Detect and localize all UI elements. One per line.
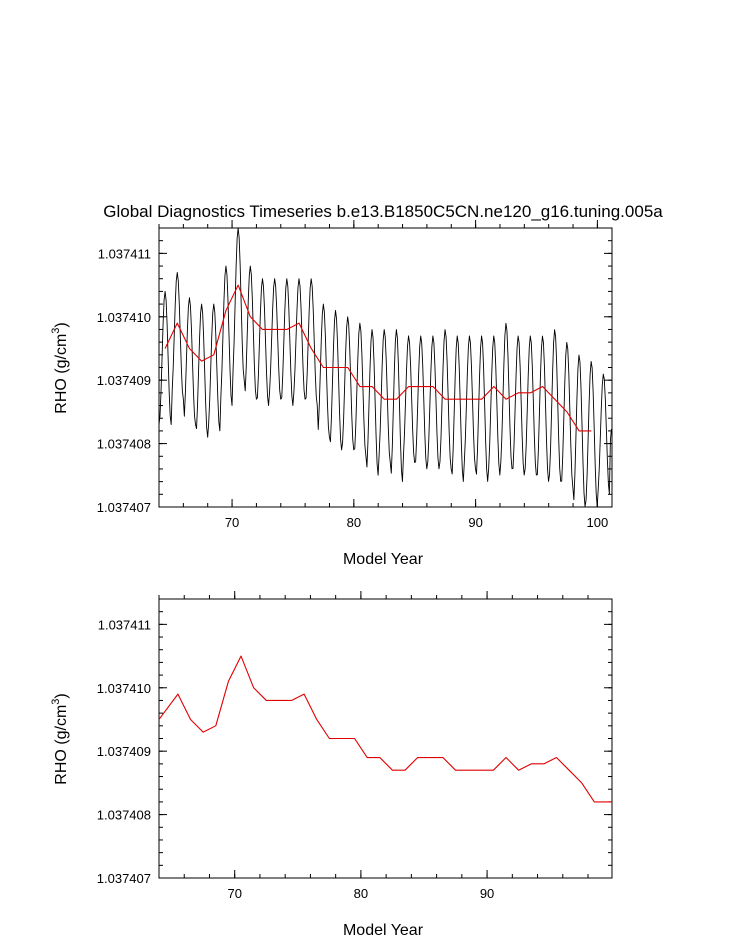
bottom-chart: 1.037407 1.037408 1.037409 1.037410 1.037411…: [50, 591, 613, 939]
bottom-ticks: [158, 591, 612, 879]
bottom-x-tick-labels: 70 80 90: [227, 886, 494, 901]
annual-mean-series-line: [158, 655, 612, 803]
x-tick-label: 80: [347, 515, 361, 530]
top-x-axis-title: Model Year: [343, 551, 424, 568]
bottom-y-tick-labels: 1.037407 1.037408 1.037409 1.037410 1.037411: [97, 617, 151, 886]
y-tick-label: 1.037409: [97, 373, 151, 388]
annual-mean-series-line: [164, 284, 592, 432]
top-y-axis-title-main: RHO (g/cm: [53, 334, 70, 414]
top-y-tick-labels: 1.037407 1.037408 1.037409 1.037410 1.037411: [97, 246, 151, 515]
top-x-tick-labels: 70 80 90 100: [225, 515, 608, 530]
x-tick-label: 70: [227, 886, 241, 901]
y-tick-label: 1.037410: [97, 310, 151, 325]
bottom-y-axis-title: RHO (g/cm3): [50, 693, 70, 784]
y-tick-label: 1.037408: [97, 437, 151, 452]
y-tick-label: 1.037407: [97, 500, 151, 515]
bottom-y-axis-title-sup: 3: [50, 699, 62, 705]
x-tick-label: 90: [480, 886, 494, 901]
y-tick-label: 1.037410: [97, 681, 151, 696]
y-tick-label: 1.037409: [97, 744, 151, 759]
x-tick-label: 100: [587, 515, 609, 530]
top-y-axis-title-close: ): [53, 322, 70, 327]
top-chart-title: Global Diagnostics Timeseries b.e13.B185…: [103, 202, 663, 221]
monthly-series-line: [158, 227, 612, 508]
x-tick-label: 90: [468, 515, 482, 530]
y-tick-label: 1.037411: [98, 617, 151, 632]
top-y-axis-title-sup: 3: [50, 328, 62, 334]
top-series: [158, 227, 612, 508]
y-tick-label: 1.037408: [97, 808, 151, 823]
bottom-y-axis-title-close: ): [53, 693, 70, 698]
bottom-plot-frame: [158, 598, 613, 879]
top-chart: Global Diagnostics Timeseries b.e13.B185…: [50, 202, 663, 568]
bottom-y-axis-title-main: RHO (g/cm: [53, 705, 70, 785]
x-tick-label: 80: [354, 886, 368, 901]
bottom-x-axis-title: Model Year: [343, 922, 424, 939]
x-tick-label: 70: [225, 515, 239, 530]
top-y-axis-title: RHO (g/cm3): [50, 322, 70, 413]
y-tick-label: 1.037407: [97, 871, 151, 886]
bottom-series: [158, 655, 612, 803]
y-tick-label: 1.037411: [98, 246, 151, 261]
